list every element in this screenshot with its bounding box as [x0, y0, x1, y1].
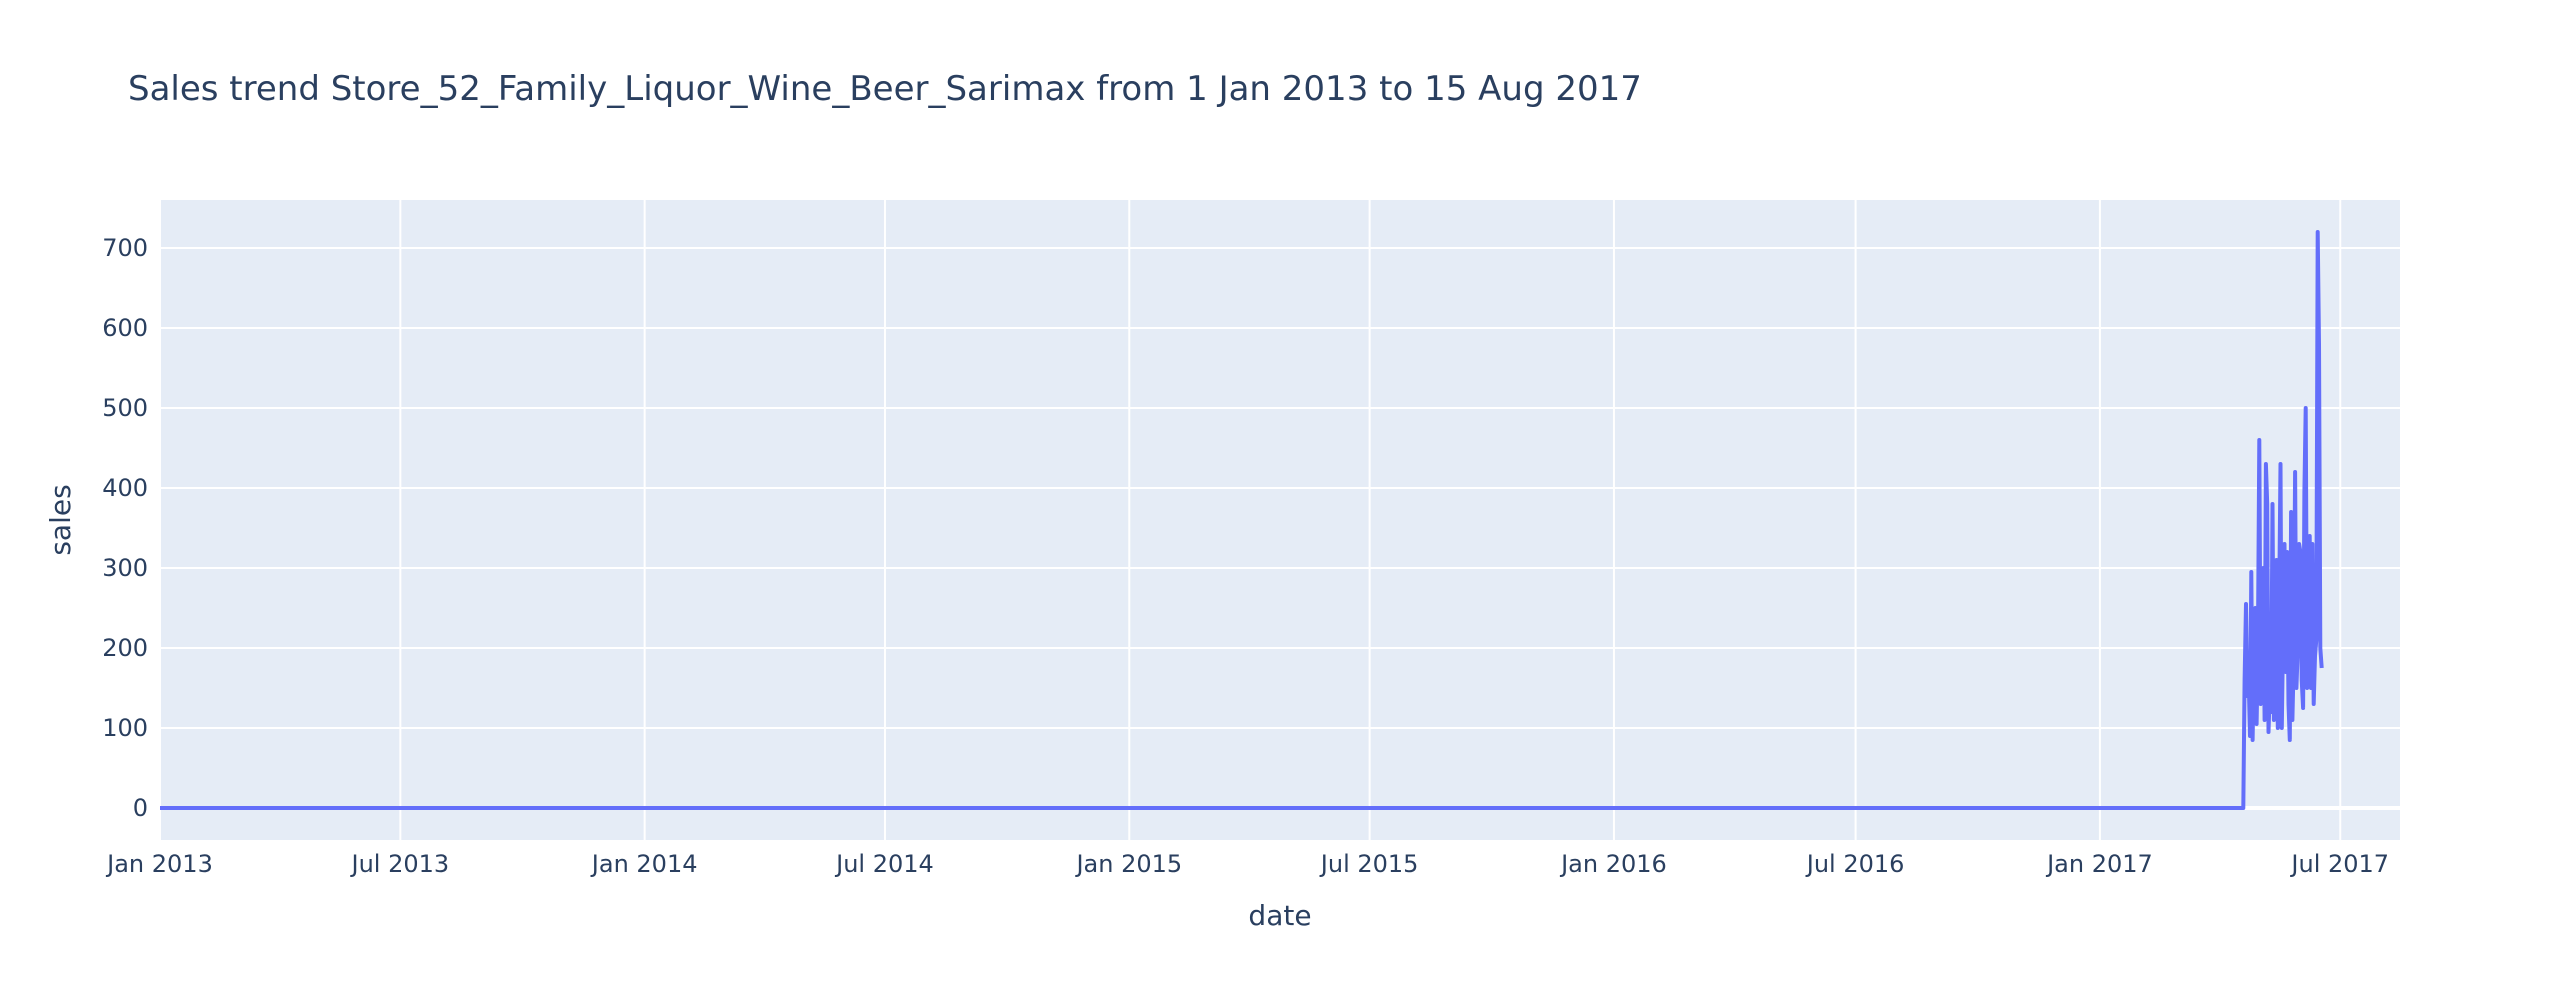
x-tick-labels: Jan 2013 Jul 2013 Jan 2014 Jul 2014 Jan 2015… [105, 850, 2389, 878]
series-layer [160, 230, 2324, 810]
x-tick-label-5: Jul 2015 [1319, 850, 1419, 878]
x-tick-label-2: Jan 2014 [590, 850, 698, 878]
x-tick-label-6: Jan 2016 [1559, 850, 1667, 878]
series-line-0 [160, 230, 2324, 810]
chart-title: Sales trend Store_52_Family_Liquor_Wine_… [128, 69, 1642, 109]
x-axis-title: date [1248, 899, 1311, 932]
x-tick-label-4: Jan 2015 [1074, 850, 1182, 878]
y-tick-label-700: 700 [102, 234, 148, 262]
y-tick-label-400: 400 [102, 474, 148, 502]
y-axis-title: sales [44, 484, 77, 555]
x-tick-label-3: Jul 2014 [834, 850, 934, 878]
y-tick-label-600: 600 [102, 314, 148, 342]
x-tick-label-1: Jul 2013 [349, 850, 449, 878]
y-tick-labels: 0 100 200 300 400 500 600 700 [102, 234, 148, 822]
x-tick-label-8: Jan 2017 [2045, 850, 2153, 878]
y-tick-label-0: 0 [133, 794, 148, 822]
x-tick-label-0: Jan 2013 [105, 850, 213, 878]
y-tick-label-300: 300 [102, 554, 148, 582]
x-tick-label-7: Jul 2016 [1805, 850, 1905, 878]
x-gridlines [159, 200, 2342, 840]
y-tick-label-100: 100 [102, 714, 148, 742]
y-tick-label-200: 200 [102, 634, 148, 662]
plot-background [160, 200, 2400, 840]
x-tick-label-9: Jul 2017 [2289, 850, 2389, 878]
y-tick-label-500: 500 [102, 394, 148, 422]
